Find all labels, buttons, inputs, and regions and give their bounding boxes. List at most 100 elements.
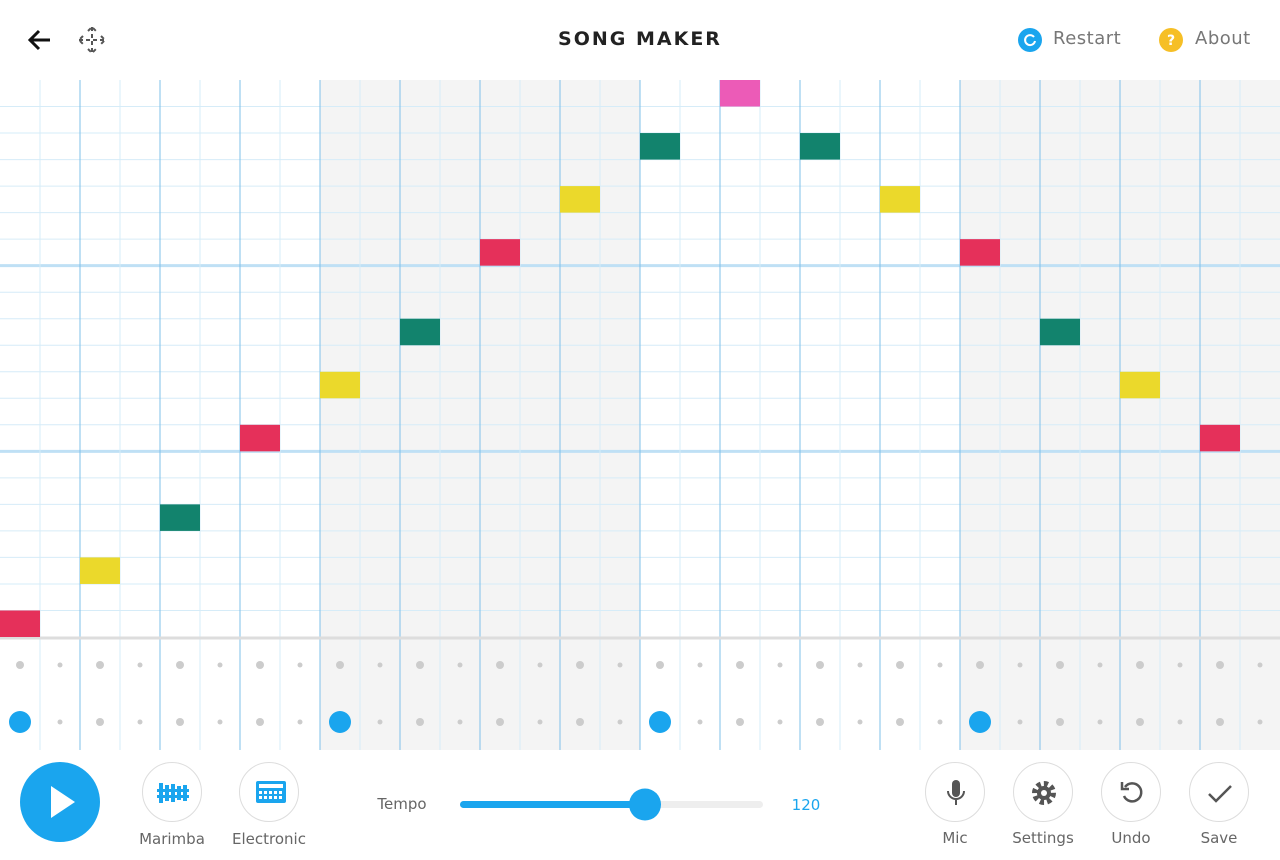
move-button[interactable] [77, 25, 107, 55]
note [160, 504, 200, 531]
rhythm-dot [816, 718, 824, 726]
button-label: Save [1200, 829, 1238, 847]
bar-shade [1040, 80, 1080, 750]
bar-shade [1080, 80, 1120, 750]
rhythm-dot [1136, 718, 1144, 726]
rhythm-dot [96, 661, 104, 669]
rhythm-dot [176, 718, 184, 726]
restart-button[interactable]: Restart [1053, 28, 1122, 49]
rhythm-hit [969, 711, 991, 733]
rhythm-dot [496, 718, 504, 726]
note [480, 239, 520, 266]
rhythm-dot [1257, 662, 1263, 668]
rhythm-dot [137, 662, 143, 668]
button-label: Undo [1111, 829, 1151, 847]
instrument-label: Electronic [232, 830, 306, 848]
note [560, 186, 600, 213]
note-grid[interactable] [0, 80, 1280, 750]
rhythm-dot [176, 661, 184, 669]
rhythm-dot [96, 718, 104, 726]
save-button[interactable] [1189, 762, 1249, 822]
rhythm-dot [937, 719, 943, 725]
rhythm-dot [1216, 661, 1224, 669]
rhythm-dot [857, 662, 863, 668]
note [1200, 424, 1240, 452]
rhythm-dot [937, 662, 943, 668]
play-button[interactable] [20, 762, 100, 842]
rhythm-dot [1056, 718, 1064, 726]
bar-shade [1120, 80, 1160, 750]
bar-shade [320, 80, 360, 750]
mic-button[interactable] [925, 762, 985, 822]
rhythm-dot [336, 661, 344, 669]
rhythm-dot [137, 719, 143, 725]
rhythm-dot [896, 661, 904, 669]
note [960, 239, 1000, 266]
rhythm-dot [656, 661, 664, 669]
rhythm-hit [9, 711, 31, 733]
about-button[interactable]: About [1195, 28, 1251, 49]
bar-shade [520, 80, 560, 750]
rhythm-dot [1017, 662, 1023, 668]
bar-shade [360, 80, 400, 750]
rhythm-dot [1216, 718, 1224, 726]
rhythm-dot [377, 662, 383, 668]
rhythm-dot [1056, 661, 1064, 669]
rhythm-dot [217, 662, 223, 668]
note [880, 186, 920, 213]
restart-icon[interactable] [1018, 28, 1042, 52]
note [640, 133, 680, 160]
rhythm-dot [976, 661, 984, 669]
title: SONG MAKER [558, 28, 722, 50]
rhythm-dot [816, 661, 824, 669]
tempo-slider[interactable] [455, 788, 775, 822]
rhythm-dot [16, 661, 24, 669]
rhythm-dot [377, 719, 383, 725]
rhythm-dot [617, 719, 623, 725]
rhythm-dot [896, 718, 904, 726]
bar-shade [440, 80, 480, 750]
bar-shade [560, 80, 600, 750]
note [800, 133, 840, 160]
instrument-label: Marimba [139, 830, 205, 848]
rhythm-dot [537, 719, 543, 725]
bar-shade [960, 80, 1000, 750]
rhythm-dot [1177, 719, 1183, 725]
header: SONG MAKER Restart ? About [0, 0, 1280, 80]
button-label: Settings [1012, 829, 1074, 847]
rhythm-dot [537, 662, 543, 668]
note [400, 318, 440, 346]
note [0, 610, 40, 637]
note [720, 80, 760, 107]
electronic-button[interactable] [239, 762, 299, 822]
marimba-button[interactable] [142, 762, 202, 822]
rhythm-dot [777, 719, 783, 725]
about-icon[interactable]: ? [1159, 28, 1183, 52]
button-label: Mic [942, 829, 968, 847]
rhythm-dot [1017, 719, 1023, 725]
bar-shade [1240, 80, 1280, 750]
rhythm-dot [697, 719, 703, 725]
rhythm-dot [496, 661, 504, 669]
note [240, 424, 280, 452]
rhythm-dot [1097, 662, 1103, 668]
undo-button[interactable] [1101, 762, 1161, 822]
back-button[interactable] [26, 26, 54, 54]
note [80, 557, 120, 584]
rhythm-dot [1136, 661, 1144, 669]
rhythm-dot [57, 719, 63, 725]
rhythm-dot [1097, 719, 1103, 725]
tempo-label: Tempo [377, 795, 427, 813]
note [1120, 371, 1160, 399]
rhythm-dot [777, 662, 783, 668]
rhythm-dot [697, 662, 703, 668]
rhythm-dot [416, 718, 424, 726]
settings-button[interactable] [1013, 762, 1073, 822]
rhythm-hit [329, 711, 351, 733]
bar-shade [1000, 80, 1040, 750]
rhythm-dot [736, 718, 744, 726]
bar-shade [600, 80, 640, 750]
bar-shade [1200, 80, 1240, 750]
rhythm-dot [576, 661, 584, 669]
